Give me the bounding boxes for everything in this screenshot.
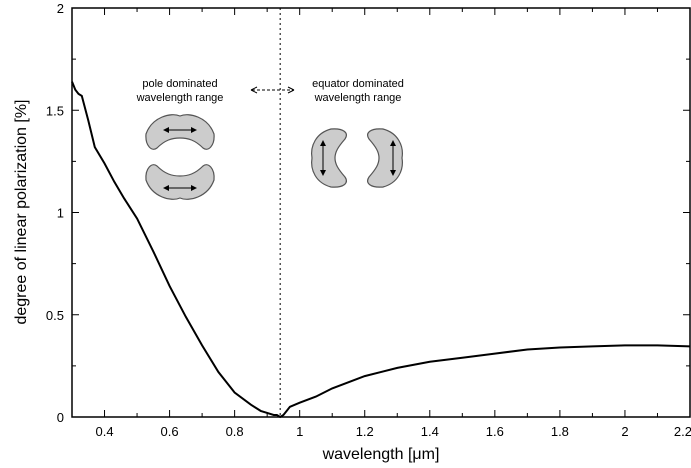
- y-tick-label: 1: [57, 206, 64, 221]
- y-tick-label: 2: [57, 1, 64, 16]
- pole-shape-bottom-icon: [145, 164, 215, 200]
- y-tick-label: 0: [57, 410, 64, 425]
- equator-range-label-line1: equator dominated: [312, 78, 404, 90]
- pole-range-label-line1: pole dominated: [142, 78, 217, 90]
- x-axis: 0.4 0.6 0.8 1 1.2 1.4 1.6 1.8 2 2.2: [71, 8, 691, 439]
- x-tick-label: 1: [296, 424, 303, 439]
- equator-shape-right-icon: [367, 128, 403, 188]
- x-tick-label: 0.4: [95, 424, 113, 439]
- x-tick-label: 1.8: [551, 424, 569, 439]
- equator-shape-left-icon: [311, 128, 347, 188]
- y-tick-label: 0.5: [46, 308, 64, 323]
- x-tick-label: 1.4: [421, 424, 439, 439]
- x-tick-label: 1.2: [356, 424, 374, 439]
- x-tick-label: 1.6: [486, 424, 504, 439]
- range-arrow: [250, 86, 295, 94]
- x-tick-label: 0.6: [161, 424, 179, 439]
- y-axis-label: degree of linear polarization [%]: [13, 99, 30, 324]
- pole-range-label-line2: wavelength range: [136, 92, 224, 104]
- plot-frame: [71, 7, 691, 418]
- x-axis-label: wavelength [μm]: [322, 446, 440, 463]
- y-tick-label: 1.5: [46, 103, 64, 118]
- x-tick-label: 2.2: [674, 424, 691, 439]
- equator-range-label-line2: wavelength range: [314, 92, 402, 104]
- pole-shape-top-icon: [145, 114, 215, 150]
- series-line: [71, 81, 691, 419]
- y-axis: 0 0.5 1 1.5 2: [46, 1, 690, 425]
- x-tick-label: 0.8: [226, 424, 244, 439]
- x-tick-label: 2: [621, 424, 628, 439]
